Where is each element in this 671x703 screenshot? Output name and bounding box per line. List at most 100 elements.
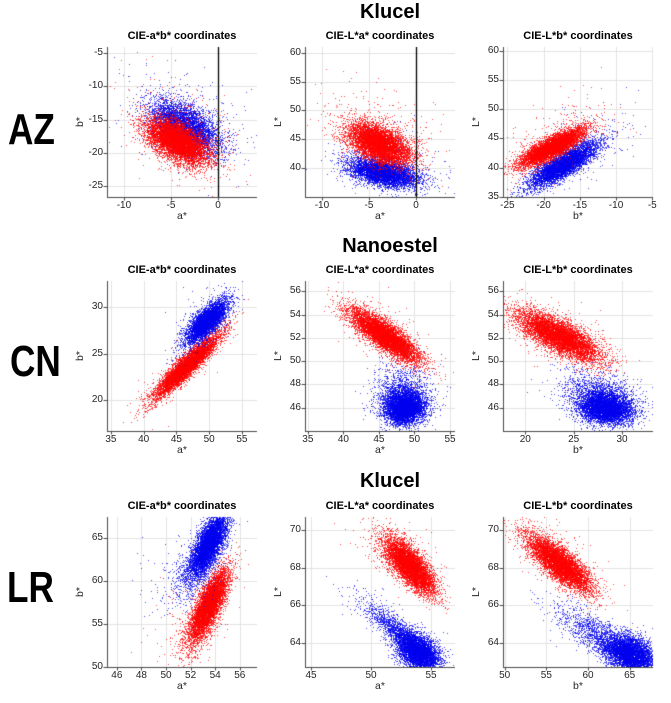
y-tick-label: 46 [289,401,301,413]
x-tick-label: 50 [408,434,421,445]
y-tick-label: 64 [487,636,499,648]
x-tick-label: -15 [572,200,588,211]
x-axis-label: a* [375,210,385,222]
x-tick-label: 40 [337,434,349,445]
x-tick-label: -25 [500,200,515,211]
x-tick-label: -10 [608,200,624,211]
x-tick-label: 55 [540,670,552,681]
x-axis-label: a* [375,444,385,456]
y-tick-label: 65 [91,532,103,544]
x-tick-label: 20 [519,434,531,445]
scatter-canvas [493,271,663,441]
x-tick-label: 0 [413,200,419,211]
x-tick-label: 35 [302,434,314,445]
x-axis-label: a* [177,444,187,456]
x-tick-label: 65 [624,670,636,681]
subplot-cn-la: CIE-L*a* coordinates a* L* 35 40 45 50 55 46 4… [272,264,465,456]
x-axis-label: b* [573,680,583,692]
y-tick-label: 30 [91,301,103,313]
y-axis-label: L* [470,117,482,127]
x-axis-label: a* [177,210,187,222]
x-tick-label: 46 [111,670,123,681]
y-tick-label: 64 [289,636,301,648]
y-tick-label: -15 [88,113,103,125]
x-tick-label: -10 [116,200,132,211]
x-tick-label: 55 [425,670,437,681]
y-tick-label: 48 [289,378,301,390]
y-tick-label: 55 [487,73,499,85]
y-tick-label: 55 [289,75,301,87]
y-tick-label: 35 [487,191,499,202]
plot-title: CIE-L*a* coordinates [325,264,435,276]
y-tick-label: 56 [289,285,301,297]
x-axis-label: a* [375,680,385,692]
y-tick-label: 66 [289,599,301,611]
x-tick-label: 52 [185,670,197,681]
plot-title: CIE-L*a* coordinates [325,30,435,42]
y-tick-label: 20 [91,394,103,406]
y-tick-label: 50 [487,103,499,115]
y-tick-label: 55 [91,618,103,630]
x-tick-label: 35 [105,434,117,445]
y-tick-label: 50 [289,355,301,367]
y-tick-label: 54 [289,308,301,320]
y-tick-label: 25 [91,347,103,359]
y-tick-label: 45 [289,133,301,145]
subplot-lr-lb: CIE-L*b* coordinates b* L* 50 55 60 65 64 66 6… [470,500,663,692]
y-tick-label: 52 [487,331,499,343]
scatter-canvas [295,507,465,677]
y-tick-label: 50 [91,661,103,672]
y-tick-label: 54 [487,308,499,320]
y-tick-label: 68 [487,561,499,573]
subplot-lr-la: CIE-L*a* coordinates a* L* 45 50 55 64 66 68 7… [272,500,465,692]
y-axis-label: L* [272,117,284,127]
x-tick-label: 50 [160,670,172,681]
y-tick-label: 46 [487,401,499,413]
y-tick-label: 40 [289,162,301,173]
y-tick-label: -20 [88,146,103,158]
y-tick-label: 52 [289,331,301,343]
y-tick-label: 50 [487,355,499,367]
row-label-az: AZ [8,105,55,154]
y-tick-label: 70 [289,524,301,536]
plot-title: CIE-a*b* coordinates [127,30,237,42]
x-tick-label: 50 [365,670,377,681]
scatter-canvas [295,37,465,207]
y-tick-label: 68 [289,561,301,573]
y-tick-label: 45 [487,132,499,144]
y-tick-label: 70 [487,524,499,536]
x-tick-label: 45 [305,670,317,681]
y-tick-label: 56 [487,285,499,297]
group-title-row-1: Klucel [359,1,421,23]
x-tick-label: 45 [373,434,385,445]
y-tick-label: -25 [88,180,103,192]
y-tick-label: 40 [487,161,499,173]
group-title-row-2: Nanoestel [342,235,438,257]
group-title-row-3: Klucel [359,470,421,492]
subplot-az-ab: CIE-a*b* coordinates a* b* -10 -5 0 -25 -20-… [74,30,267,222]
y-tick-label: 66 [487,599,499,611]
subplot-az-lb: CIE-L*b* coordinates b* L* -25 -20 -15 -10 -… [470,30,663,222]
plot-title: CIE-L*a* coordinates [325,500,435,512]
y-tick-label: -5 [94,46,103,58]
x-tick-label: 54 [209,670,221,681]
y-tick-label: 48 [487,378,499,390]
x-tick-label: 55 [236,434,248,445]
x-tick-label: 50 [499,670,511,681]
x-tick-label: 55 [444,434,456,445]
plot-title: CIE-L*b* coordinates [523,264,633,276]
scatter-canvas [97,37,267,207]
plot-title: CIE-L*b* coordinates [523,500,633,512]
x-tick-label: 60 [582,670,594,681]
x-tick-label: 0 [215,200,221,211]
x-tick-label: -5 [364,200,374,211]
plot-title: CIE-L*b* coordinates [523,30,633,42]
subplot-lr-ab: CIE-a*b* coordinates a* b* 46 48 50 52 54 56 5… [74,500,267,692]
subplot-az-la: CIE-L*a* coordinates a* L* -10 -5 0 40 45 50 5… [272,30,465,222]
scatter-canvas [493,507,663,677]
x-axis-label: b* [573,444,583,456]
x-tick-label: 45 [170,434,182,445]
x-tick-label: 30 [616,434,628,445]
plot-title: CIE-a*b* coordinates [127,264,237,276]
subplot-cn-lb: CIE-L*b* coordinates b* L* 20 25 30 46 48 50 5… [470,264,663,456]
